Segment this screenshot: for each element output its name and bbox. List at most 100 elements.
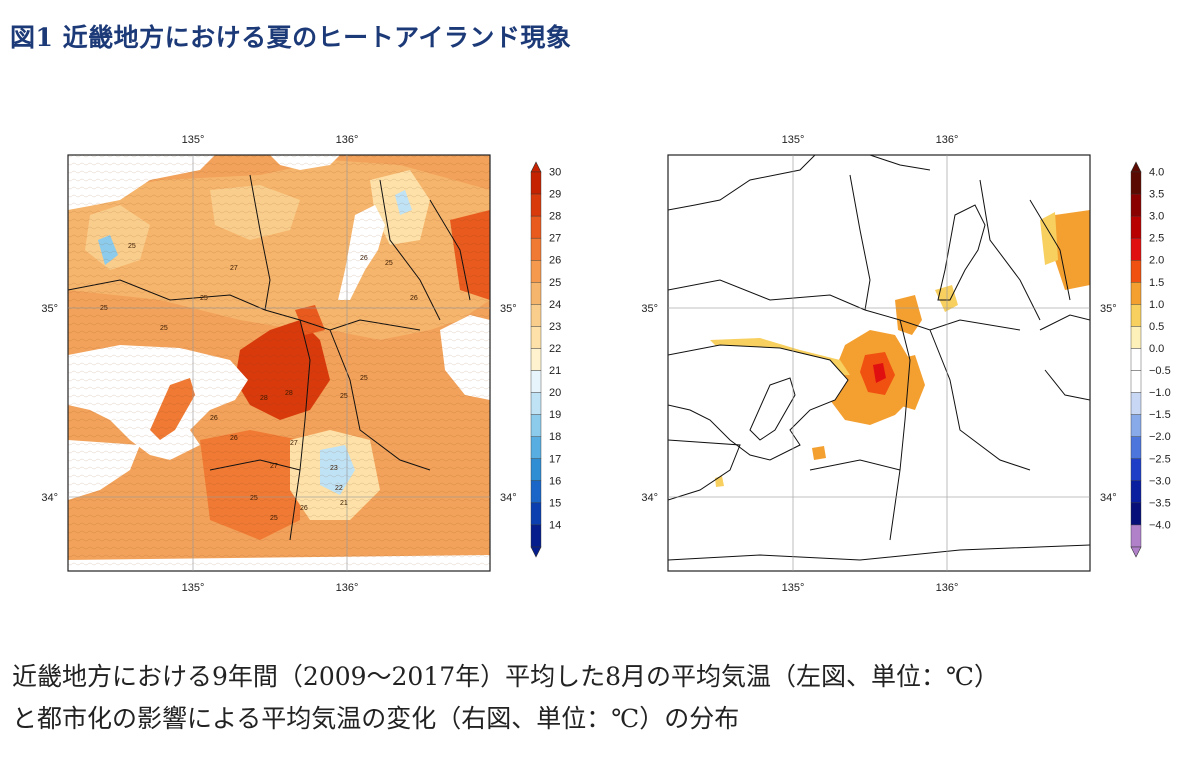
right-map xyxy=(668,155,1090,571)
right-gridlines xyxy=(668,155,1090,571)
left-colorbar-label: 29 xyxy=(549,189,561,201)
left-contour-label: 27 xyxy=(230,265,238,272)
left-colorbar-label: 15 xyxy=(549,497,561,509)
right-colorbar-swatch xyxy=(1130,193,1142,217)
left-colorbar-swatch xyxy=(530,171,542,195)
left-contour-label: 27 xyxy=(270,463,278,470)
right-colorbar-swatch xyxy=(1130,304,1142,327)
right-colorbar-label: −4.0 xyxy=(1149,519,1171,531)
left-contour-label: 25 xyxy=(250,495,258,502)
left-contour-label: 25 xyxy=(128,243,136,250)
left-gridlines xyxy=(68,155,490,571)
left-contour-label: 25 xyxy=(360,375,368,382)
left-contour-label: 28 xyxy=(260,395,268,402)
right-colorbar-label: −0.5 xyxy=(1149,365,1171,377)
right-colorbar-label: −1.0 xyxy=(1149,387,1171,399)
right-osaka-bay xyxy=(668,345,848,460)
right-colorbar-swatch xyxy=(1130,392,1142,415)
right-colorbar-label: 4.0 xyxy=(1149,167,1164,179)
left-colorbar-swatch xyxy=(530,304,542,327)
right-colorbar-swatch xyxy=(1130,215,1142,239)
left-contour-label: 28 xyxy=(285,390,293,397)
left-lat-tick-right-2: 34° xyxy=(500,492,517,504)
right-colorbar-label: 2.5 xyxy=(1149,233,1164,245)
right-colorbar-swatch xyxy=(1130,348,1142,371)
left-colorbar-label: 23 xyxy=(549,321,561,333)
right-colorbar-label: 2.0 xyxy=(1149,255,1164,267)
left-colorbar-label: 26 xyxy=(549,255,561,267)
left-colorbar-swatch xyxy=(530,260,542,283)
right-colorbar-swatch xyxy=(1130,436,1142,459)
left-frame xyxy=(67,154,491,572)
left-colorbar-swatch xyxy=(530,392,542,415)
left-colorbar-swatch xyxy=(530,436,542,459)
right-colorbar-label: 3.0 xyxy=(1149,211,1164,223)
right-colorbar-label: 1.5 xyxy=(1149,277,1164,289)
left-contour-label: 25 xyxy=(385,260,393,267)
right-lat-tick-right-2: 34° xyxy=(1100,492,1117,504)
caption-line-1: 近畿地方における9年間（2009〜2017年）平均した8月の平均気温（左図、単位… xyxy=(12,662,1000,691)
left-colorbar-swatch xyxy=(530,193,542,217)
left-colorbar-label: 14 xyxy=(549,519,561,531)
left-contour-label: 26 xyxy=(360,255,368,262)
left-contour-label: 22 xyxy=(335,485,343,492)
right-ticks: 135° 136° 135° 136° 35° 34° 35° 34° xyxy=(641,134,1116,594)
right-colorbar-label: 1.0 xyxy=(1149,299,1164,311)
left-colorbar-top-arrow xyxy=(530,161,542,173)
right-lon-tick-bottom-1: 135° xyxy=(782,582,805,594)
left-lat-tick-left-1: 35° xyxy=(41,303,58,315)
left-contour-label: 25 xyxy=(340,393,348,400)
left-colorbar-label: 30 xyxy=(549,167,561,179)
left-contour-label: 26 xyxy=(210,415,218,422)
left-ticks: 135° 136° 135° 136° 35° 34° 35° 34° xyxy=(41,134,516,594)
right-borders xyxy=(668,155,1090,561)
right-colorbar-swatch xyxy=(1130,237,1142,261)
left-colorbar-label: 16 xyxy=(549,475,561,487)
left-colorbar-swatch xyxy=(530,237,542,261)
right-colorbar-swatch xyxy=(1130,282,1142,305)
left-colorbar-swatch xyxy=(530,502,542,526)
left-colorbar-label: 21 xyxy=(549,365,561,377)
left-colorbar-swatch xyxy=(530,458,542,482)
right-colorbar-swatch xyxy=(1130,326,1142,349)
right-lon-tick-top-2: 136° xyxy=(936,134,959,146)
right-colorbar-swatch xyxy=(1130,414,1142,437)
right-colorbar-bottom-arrow xyxy=(1130,546,1142,558)
left-colorbar-label: 19 xyxy=(549,409,561,421)
right-nagoya-outer xyxy=(1040,212,1058,265)
left-colorbar: 30 29 28 27 26 25 24 23 22 21 20 19 18 17 16 15 14 xyxy=(530,161,561,558)
right-colorbar-label: 0.5 xyxy=(1149,321,1164,333)
left-contour-label: 26 xyxy=(300,505,308,512)
right-lat-tick-left-2: 34° xyxy=(641,492,658,504)
left-colorbar-label: 18 xyxy=(549,431,561,443)
left-lat-tick-left-2: 34° xyxy=(41,492,58,504)
left-contour-label: 21 xyxy=(340,500,348,507)
left-lon-tick-top-2: 136° xyxy=(336,134,359,146)
left-contour-label: 27 xyxy=(290,440,298,447)
right-colorbar-swatch xyxy=(1130,524,1142,548)
left-contour-label: 26 xyxy=(230,435,238,442)
left-colorbar-label: 22 xyxy=(549,343,561,355)
right-colorbar-label: −2.5 xyxy=(1149,453,1171,465)
left-colorbar-swatch xyxy=(530,480,542,504)
right-colorbar-label: 0.0 xyxy=(1149,343,1164,355)
right-colorbar-top-arrow xyxy=(1130,161,1142,173)
right-awaji xyxy=(750,378,795,440)
left-colorbar-label: 27 xyxy=(549,233,561,245)
right-colorbar-label: 3.5 xyxy=(1149,189,1164,201)
left-colorbar-label: 20 xyxy=(549,387,561,399)
right-colorbar-label: −3.0 xyxy=(1149,475,1171,487)
right-lat-tick-right-1: 35° xyxy=(1100,303,1117,315)
left-lon-tick-top-1: 135° xyxy=(182,134,205,146)
right-colorbar-swatch xyxy=(1130,370,1142,393)
right-south-spot xyxy=(812,446,826,460)
left-contour-label: 25 xyxy=(200,295,208,302)
left-contour-label: 25 xyxy=(100,305,108,312)
right-colorbar-label: −1.5 xyxy=(1149,409,1171,421)
left-colorbar-label: 25 xyxy=(549,277,561,289)
left-colorbar-label: 24 xyxy=(549,299,561,311)
right-colorbar-swatch xyxy=(1130,171,1142,195)
left-colorbar-swatch xyxy=(530,215,542,239)
left-contour-label: 26 xyxy=(410,295,418,302)
left-lon-tick-bottom-1: 135° xyxy=(182,582,205,594)
